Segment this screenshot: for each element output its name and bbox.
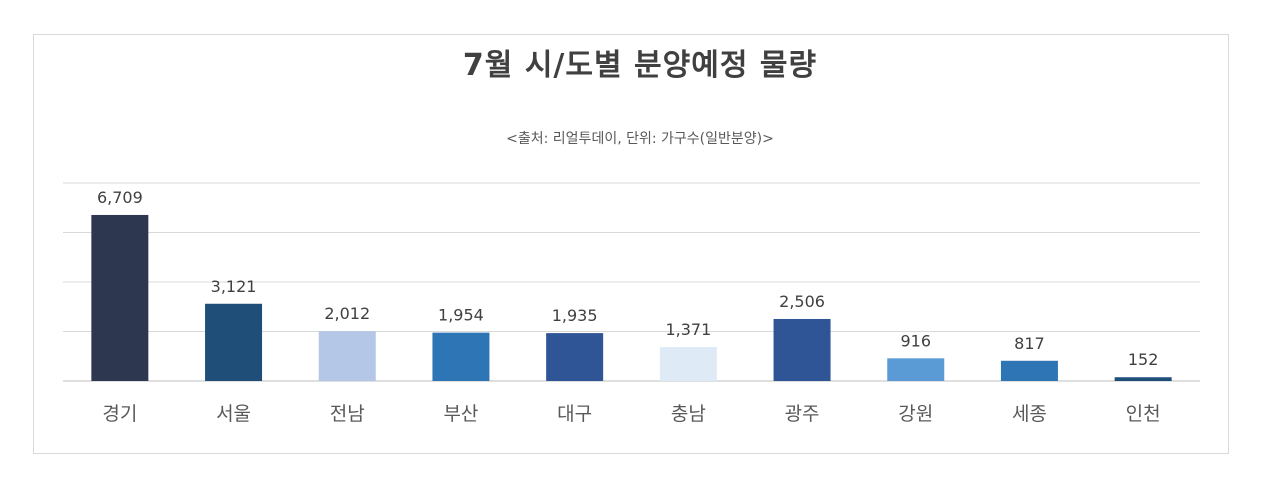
category-label-3: 전남 — [330, 403, 365, 425]
data-label-3: 2,012 — [324, 304, 370, 323]
bar-5 — [546, 333, 604, 381]
category-labels: 경기 서울 전남 부산 대구 충남 광주 강원 세종 인천 — [102, 403, 1160, 425]
chart-subtitle: <출처: 리얼투데이, 단위: 가구수(일반분양)> — [506, 131, 774, 147]
bar-7 — [773, 318, 831, 381]
bar-6 — [659, 347, 717, 381]
data-label-9: 817 — [1014, 334, 1045, 353]
bar-9 — [1000, 360, 1058, 381]
chart-title: 7월 시/도별 분양예정 물량 — [462, 48, 818, 83]
category-label-2: 서울 — [216, 403, 251, 425]
category-label-9: 세종 — [1012, 403, 1047, 425]
category-label-5: 대구 — [557, 403, 592, 425]
bar-1 — [91, 214, 149, 381]
data-label-7: 2,506 — [779, 292, 825, 311]
bar-10 — [1114, 377, 1172, 381]
category-label-4: 부산 — [443, 403, 478, 425]
bar-2 — [205, 303, 263, 381]
bar-8 — [887, 358, 945, 381]
data-label-5: 1,935 — [552, 306, 598, 325]
category-label-1: 경기 — [102, 403, 137, 425]
data-label-4: 1,954 — [438, 306, 484, 325]
data-label-10: 152 — [1128, 350, 1159, 369]
chart-frame — [33, 34, 1229, 454]
data-label-2: 3,121 — [211, 277, 257, 296]
category-label-7: 광주 — [785, 403, 820, 425]
category-label-6: 충남 — [671, 403, 706, 425]
data-label-6: 1,371 — [665, 320, 711, 339]
bars — [91, 214, 1172, 381]
bar-3 — [318, 331, 376, 381]
category-label-10: 인천 — [1126, 403, 1161, 425]
category-label-8: 강원 — [898, 403, 933, 425]
bar-4 — [432, 332, 490, 381]
data-labels: 6,709 3,121 2,012 1,954 1,935 1,371 2,506 916 81… — [97, 188, 1158, 369]
data-label-8: 916 — [900, 331, 931, 350]
data-label-1: 6,709 — [97, 188, 143, 207]
